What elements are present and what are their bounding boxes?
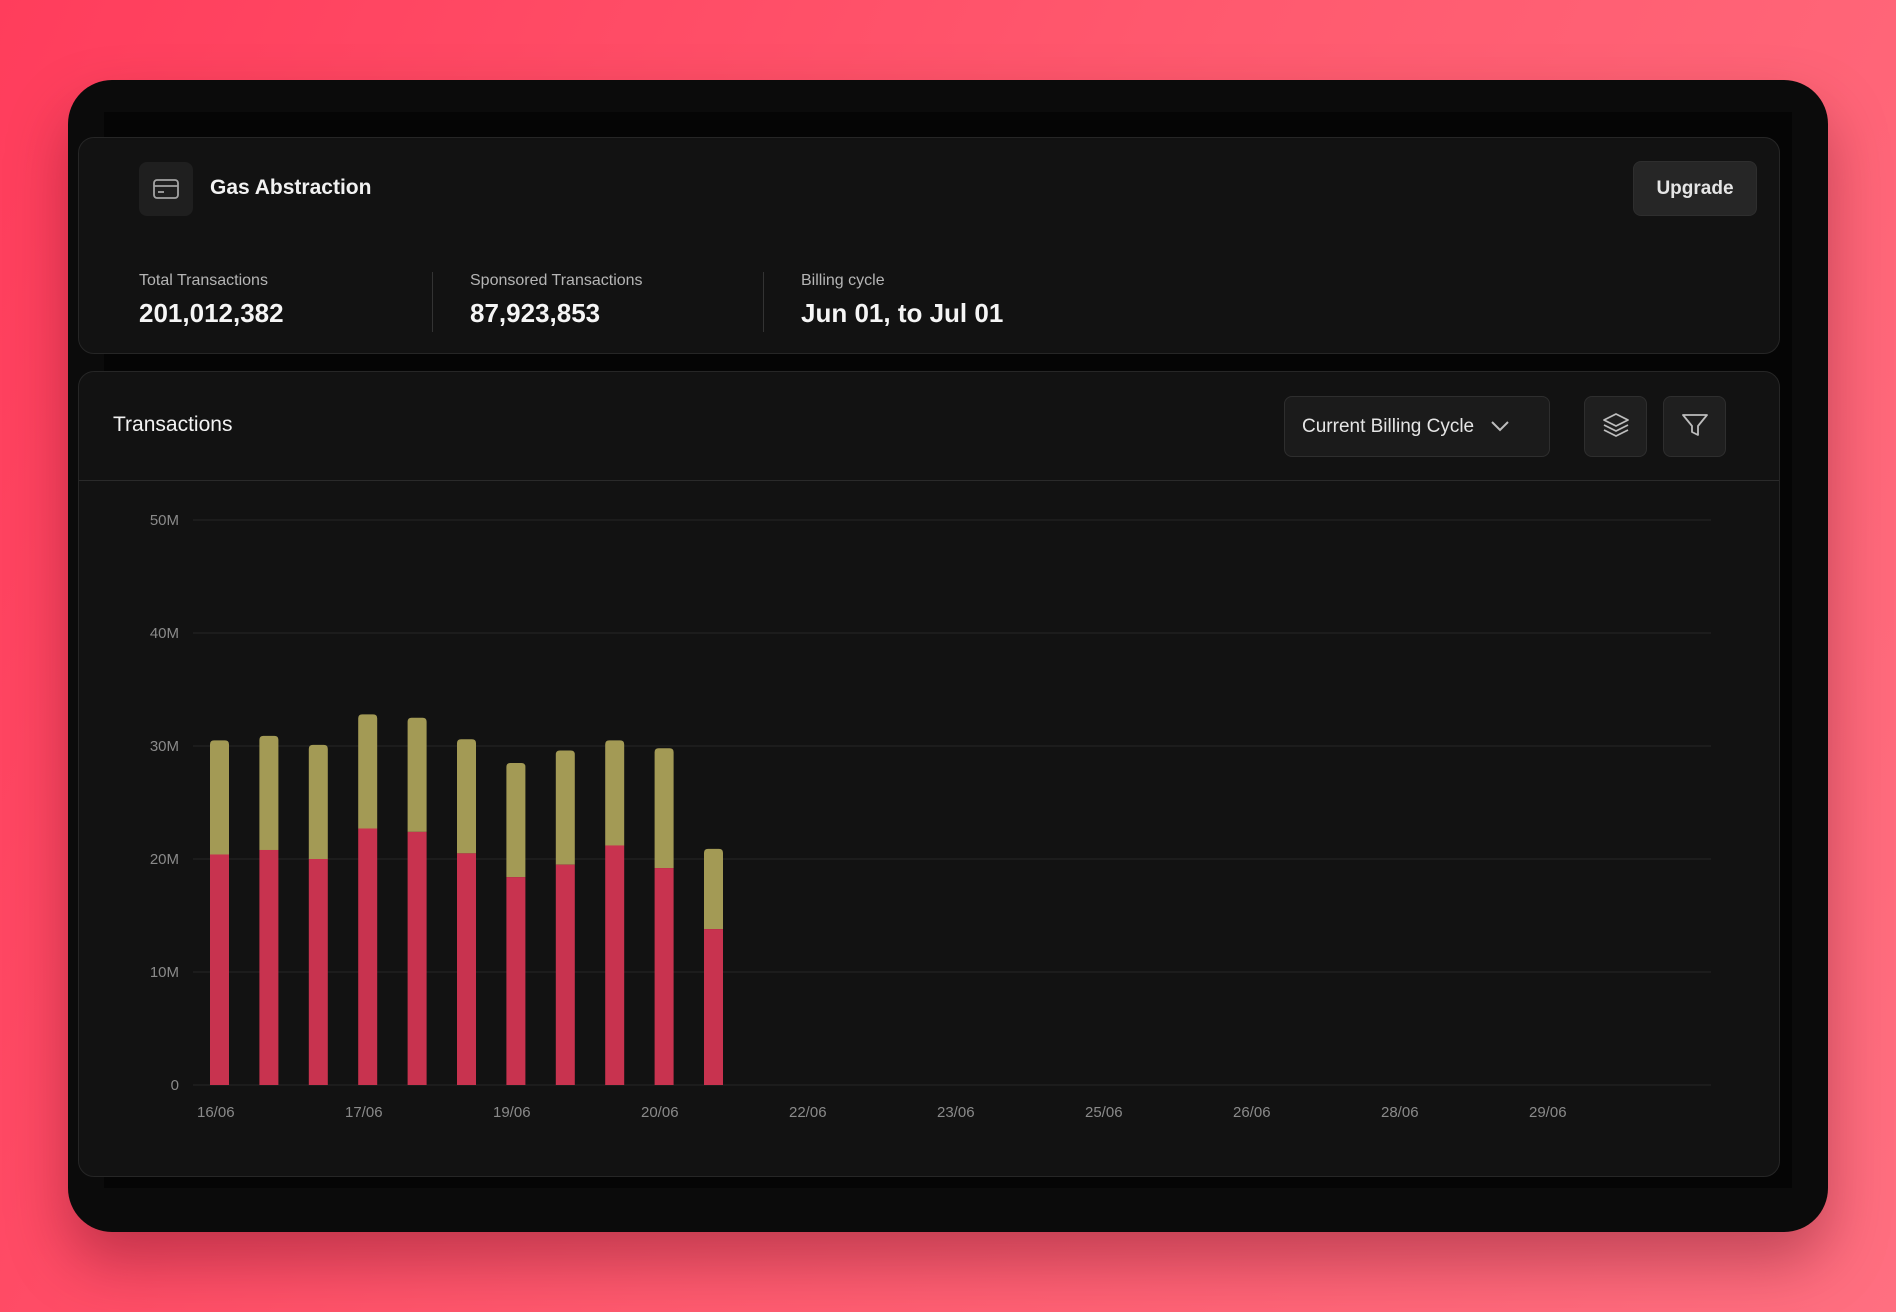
transactions-chart: 0 10M 20M 30M 40M 50M 16/06 17/06 19/06 20/06 22/0… (150, 512, 1711, 1121)
y-tick-label: 20M (150, 851, 179, 868)
x-tick-label: 23/06 (937, 1104, 975, 1121)
x-tick-label: 20/06 (641, 1104, 679, 1121)
y-tick-label: 30M (150, 738, 179, 755)
bar-segment-top[interactable] (654, 748, 674, 869)
layers-icon (1602, 412, 1630, 441)
page-title: Gas Abstraction (210, 176, 372, 199)
bar-segment-top[interactable] (358, 714, 378, 829)
dropdown-value: Current Billing Cycle (1302, 415, 1475, 437)
bar-segment-top[interactable] (457, 739, 476, 854)
stat-sponsored-transactions: Sponsored Transactions 87,923,853 (470, 272, 643, 329)
y-tick-label: 50M (150, 512, 179, 529)
bar-segment-top[interactable] (704, 848, 723, 930)
x-tick-label: 22/06 (789, 1104, 827, 1121)
x-tick-label: 28/06 (1381, 1104, 1419, 1121)
bar-segment-top[interactable] (259, 735, 279, 850)
stat-divider (763, 272, 764, 332)
layers-button[interactable] (1584, 396, 1647, 457)
x-tick-label: 16/06 (197, 1104, 235, 1121)
x-tick-label: 26/06 (1233, 1104, 1271, 1121)
stat-label: Billing cycle (801, 272, 885, 289)
transactions-header: Transactions Current Billing Cycle (79, 372, 1779, 481)
bar-segment-bottom[interactable] (704, 929, 723, 1085)
bar-segment-bottom[interactable] (605, 845, 625, 1085)
stat-billing-cycle: Billing cycle Jun 01, to Jul 01 (801, 272, 1003, 329)
filter-button[interactable] (1663, 396, 1726, 457)
x-tick-label: 29/06 (1529, 1104, 1567, 1121)
upgrade-button[interactable]: Upgrade (1633, 161, 1757, 216)
stat-total-transactions: Total Transactions 201,012,382 (139, 272, 284, 329)
bar-segment-top[interactable] (555, 750, 575, 865)
x-tick-label: 19/06 (493, 1104, 531, 1121)
stat-label: Sponsored Transactions (470, 272, 643, 289)
bar-segment-bottom[interactable] (407, 831, 427, 1085)
y-tick-label: 10M (150, 964, 179, 981)
x-tick-label: 17/06 (345, 1104, 383, 1121)
filter-icon (1681, 412, 1709, 441)
bar-segment-bottom[interactable] (457, 853, 476, 1085)
credit-card-icon (139, 162, 193, 216)
bar-segment-top[interactable] (407, 717, 427, 832)
stat-label: Total Transactions (139, 272, 268, 289)
stat-value: 201,012,382 (139, 298, 284, 328)
bar-segment-bottom[interactable] (308, 859, 328, 1085)
bar-segment-top[interactable] (506, 762, 526, 878)
bar-segment-bottom[interactable] (210, 854, 229, 1085)
stat-value: Jun 01, to Jul 01 (801, 298, 1004, 328)
gas-abstraction-card: Gas Abstraction Upgrade Total Transactio… (78, 137, 1780, 354)
x-tick-label: 25/06 (1085, 1104, 1123, 1121)
y-tick-label: 40M (150, 625, 179, 642)
bar-segment-top[interactable] (605, 740, 625, 846)
bar-segment-bottom[interactable] (555, 864, 575, 1085)
billing-range-dropdown[interactable]: Current Billing Cycle (1284, 396, 1550, 457)
bar-segment-top[interactable] (308, 744, 328, 859)
bar-segment-top[interactable] (210, 740, 229, 855)
bar-segment-bottom[interactable] (506, 877, 526, 1085)
transactions-card: Transactions Current Billing Cycle (78, 371, 1780, 1177)
chevron-down-icon (1490, 416, 1510, 438)
stat-value: 87,923,853 (470, 298, 601, 328)
stat-divider (432, 272, 433, 332)
bar-segment-bottom[interactable] (259, 849, 279, 1085)
y-tick-label: 0 (171, 1077, 179, 1094)
bar-segment-bottom[interactable] (654, 868, 674, 1085)
bar-segment-bottom[interactable] (358, 828, 378, 1085)
transactions-title: Transactions (113, 413, 233, 436)
